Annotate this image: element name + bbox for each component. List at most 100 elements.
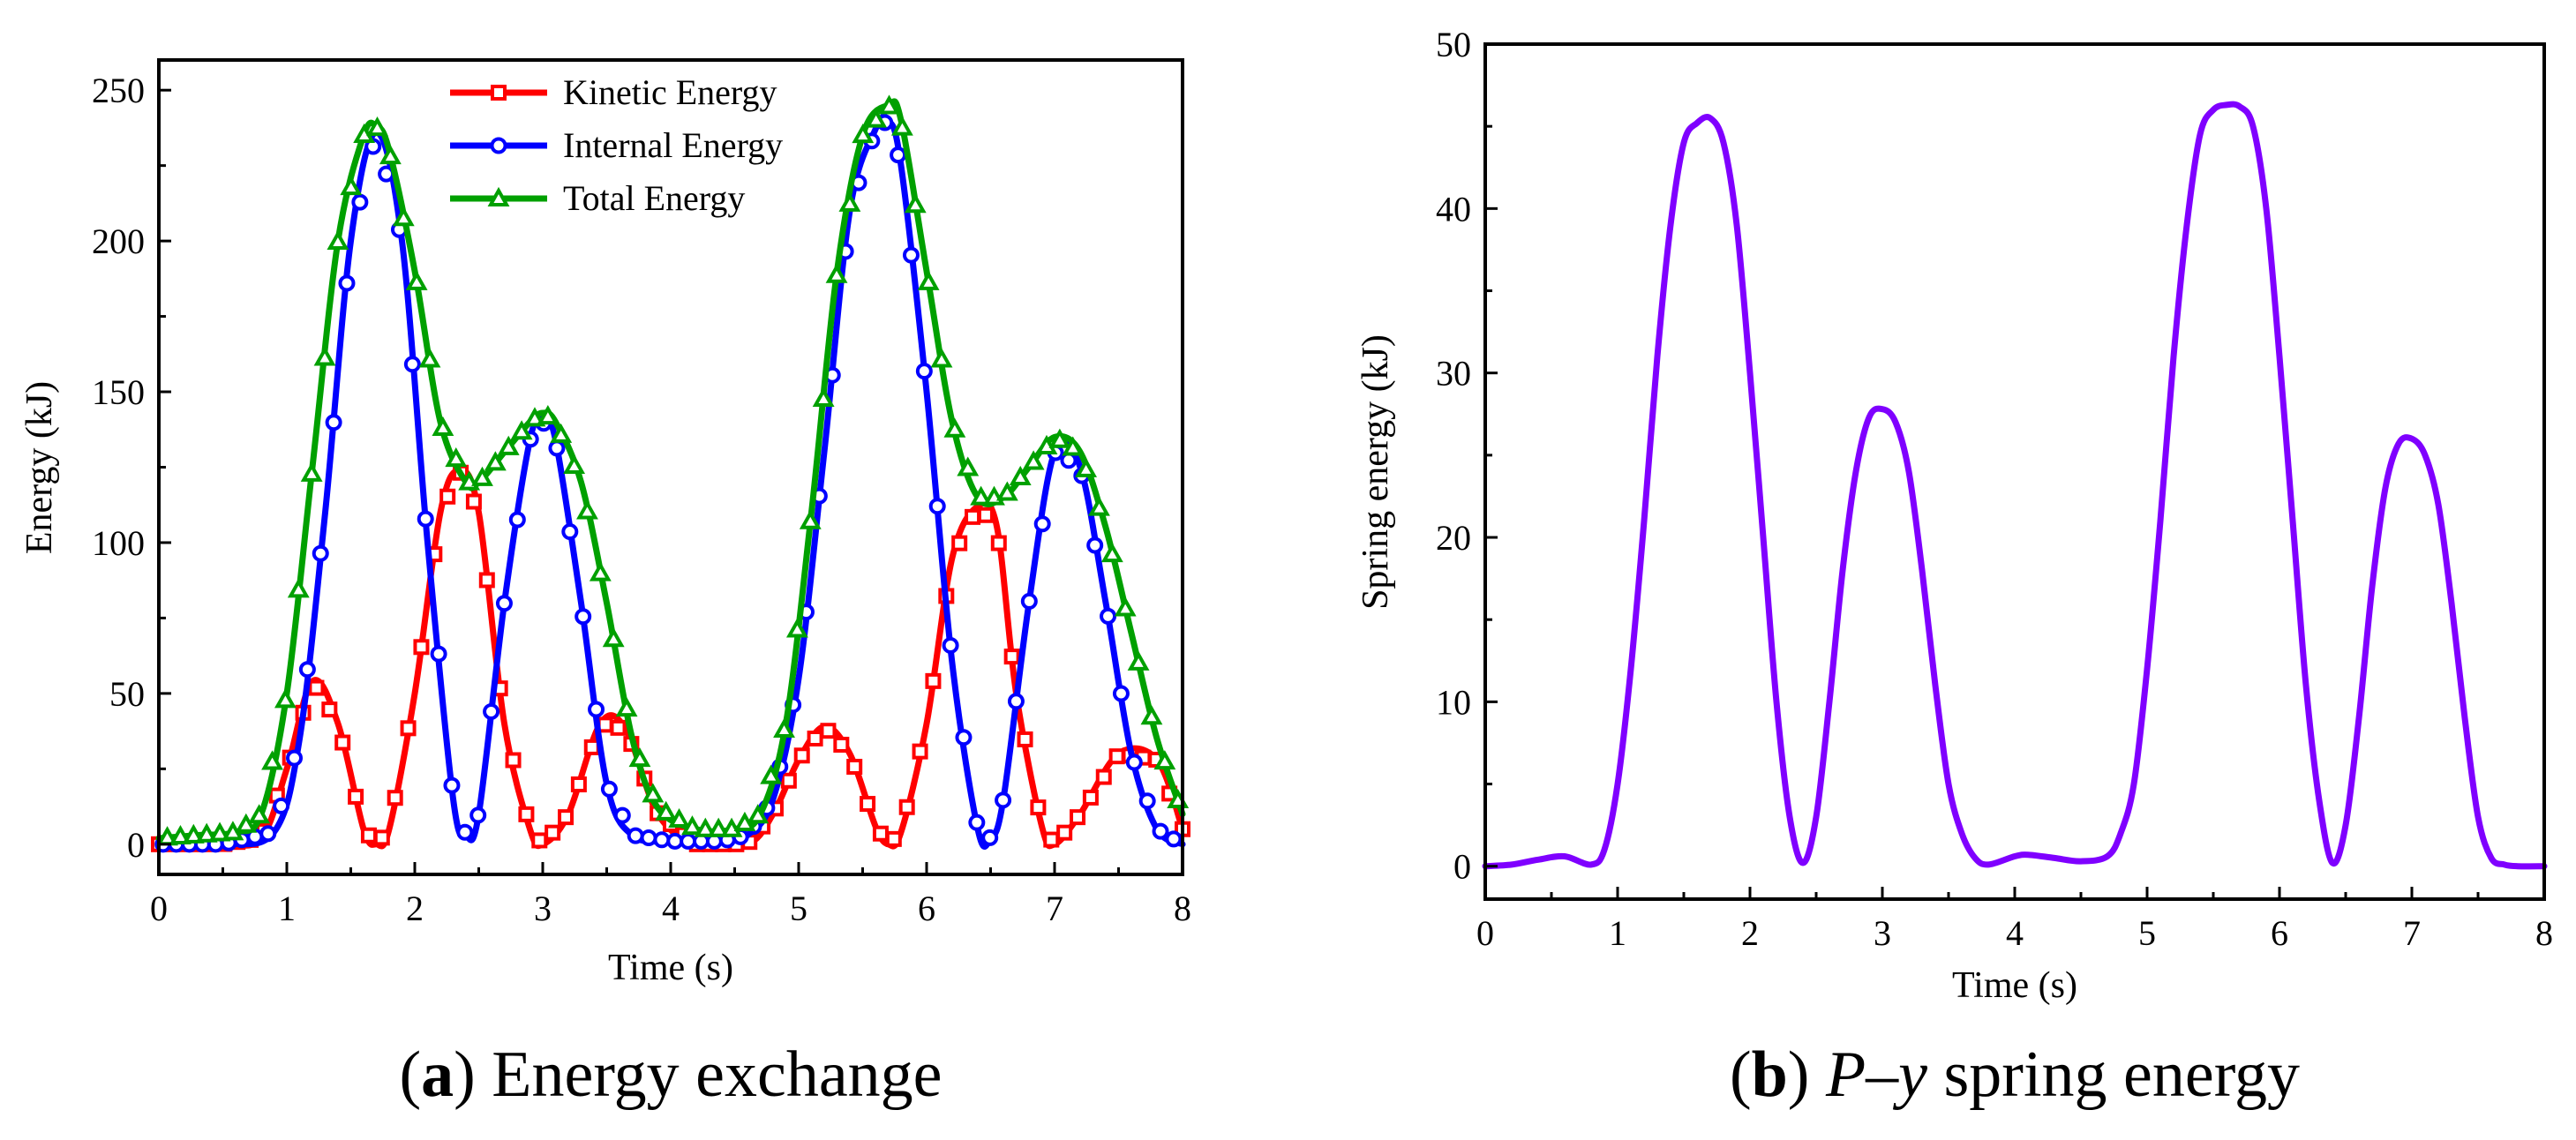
panel-a-series-0-marker [413, 639, 430, 656]
panel-a-series-1-marker [430, 645, 447, 663]
panel-a-series-1-marker [653, 831, 671, 849]
panel-a-caption: (a) Energy exchange [399, 1039, 942, 1111]
panel-a-series-1-marker [666, 832, 684, 850]
panel-a-series-2-marker [970, 485, 993, 506]
panel-a-series-0-marker [860, 796, 876, 813]
panel-a-series-1-marker [968, 814, 986, 831]
panel-a-series-1-marker [1125, 754, 1143, 771]
panel-a-series-1-marker [403, 356, 421, 373]
panel-a-series-2-marker [484, 451, 507, 471]
panel-a-series-2-marker [890, 116, 913, 136]
panel-a-series-2-marker [366, 116, 388, 137]
legend-label-2: Total Energy [563, 178, 745, 218]
panel-a-series-1-marker [351, 193, 369, 211]
panel-b-x-tick-label: 6 [2271, 913, 2288, 953]
panel-b-series-layer [1482, 101, 2548, 870]
panel-a-series-2-marker [812, 386, 835, 407]
panel-a-series-1-marker [942, 636, 959, 654]
panel-a-legend: Kinetic Energy Internal Energy Total Energ… [450, 72, 783, 218]
panel-a-series-1-marker [298, 661, 316, 679]
panel-a-series-2-marker [1127, 650, 1150, 671]
panel-a-series-1-marker [575, 608, 592, 626]
panel-a-series-0-marker [990, 535, 1007, 551]
panel-a-series-1-marker [1152, 822, 1169, 840]
panel-a-series-2-marker [694, 817, 717, 837]
panel-a-series-2-marker [668, 807, 690, 829]
panel-a-series-0-marker [965, 508, 981, 525]
panel-a-series-0-marker [780, 772, 797, 789]
panel-b-caption: (b) P–y spring energy [1730, 1039, 2300, 1111]
panel-a-series-1-marker [1033, 515, 1051, 533]
panel-a-series-0-marker [505, 752, 522, 769]
panel-a-series-2-marker [1022, 450, 1045, 470]
panel-b-x-tick-label: 1 [1609, 913, 1626, 953]
panel-a-series-2-marker [917, 270, 940, 290]
panel-a-series-1-marker [469, 806, 487, 824]
panel-a-x-tick-label: 8 [1174, 889, 1191, 928]
panel-a-series-0-marker [1043, 831, 1060, 848]
panel-a-series-1-marker [456, 823, 474, 841]
panel-a-y-tick-label: 100 [92, 523, 145, 563]
panel-a-series-2-marker [195, 822, 218, 843]
panel-b-series-line-0 [1482, 101, 2548, 870]
panel-b-y-tick-label: 30 [1436, 354, 1471, 394]
panel-b-y-tick-label: 0 [1453, 847, 1471, 887]
panel-a-series-1-marker [995, 791, 1012, 809]
panel-a-series-1-marker [286, 749, 304, 767]
panel-a-series-2-marker [340, 176, 363, 196]
panel-a-series-0-marker [1082, 789, 1099, 806]
panel-a-series-2-marker [1088, 496, 1110, 516]
panel-b-x-tick-label: 5 [2138, 913, 2156, 953]
panel-a-series-1-marker [981, 829, 999, 846]
panel-a-series-0-marker [348, 788, 364, 805]
panel-a-series-0-marker [872, 825, 889, 842]
panel-a-series-2-marker [274, 688, 297, 709]
panel-a-series-2-marker [1100, 543, 1123, 563]
panel-a-y-tick-label: 200 [92, 221, 145, 261]
panel-a-series-0-marker [1070, 809, 1086, 826]
panel-b-x-tick-label: 7 [2403, 913, 2421, 953]
panel-a-x-tick-label: 6 [918, 889, 935, 928]
panel-a-series-2-marker [497, 435, 520, 455]
panel-a-series-1-marker [680, 832, 697, 850]
panel-a-series-2-marker [1153, 750, 1176, 770]
panel-a-series-1-marker [338, 274, 356, 292]
panel-a-series-1-marker [627, 827, 644, 844]
panel-b-spring-energy: 0 1 2 3 4 5 6 7 8 0 10 20 30 40 50 Time (s) Spring ene… [1356, 25, 2553, 1111]
panel-a-series-1-marker [915, 363, 933, 380]
panel-a-series-1-marker [890, 146, 907, 164]
legend-label-1: Internal Energy [563, 125, 783, 165]
panel-a-x-tick-label: 7 [1046, 889, 1063, 928]
panel-a-series-0-marker [360, 827, 377, 844]
panel-a-series-0-marker [925, 672, 942, 689]
panel-a-series-2-marker [471, 466, 493, 486]
panel-a-series-1-marker [1165, 830, 1183, 848]
panel-a-y-tick-label: 250 [92, 71, 145, 110]
legend-marker-0 [491, 85, 507, 101]
panel-a-series-1-marker [1020, 592, 1038, 610]
panel-b-ticks: 0 1 2 3 4 5 6 7 8 0 10 20 30 40 50 [1436, 25, 2553, 953]
panel-a-series-0-marker [387, 790, 403, 806]
panel-a-series-1-marker [1112, 685, 1130, 702]
panel-a-series-0-marker [793, 747, 810, 764]
panel-a-series-1-marker [443, 776, 461, 794]
panel-a-series-2-marker [261, 750, 283, 770]
panel-a-series-1-marker [483, 702, 500, 720]
panel-a-series-2-marker [550, 423, 573, 443]
panel-a-caption-letter: a [421, 1039, 454, 1111]
panel-b-y-tick-label: 10 [1436, 682, 1471, 722]
panel-a-series-1-marker [640, 829, 657, 846]
panel-a-series-2-marker [1140, 705, 1163, 725]
legend-label-0: Kinetic Energy [563, 72, 777, 112]
panel-b-caption-letter: b [1752, 1039, 1788, 1111]
panel-a-series-0-marker [833, 737, 850, 754]
panel-a-series-0-marker [400, 720, 417, 737]
panel-a-series-2-marker [1114, 596, 1137, 617]
panel-a-series-1-marker [1086, 536, 1104, 554]
panel-a-series-2-marker [169, 824, 192, 845]
panel-a-series-2-marker [865, 108, 888, 128]
panel-a-series-2-marker [405, 270, 428, 290]
panel-a-series-1-marker [1100, 607, 1117, 625]
panel-b-x-tick-label: 3 [1874, 913, 1891, 953]
